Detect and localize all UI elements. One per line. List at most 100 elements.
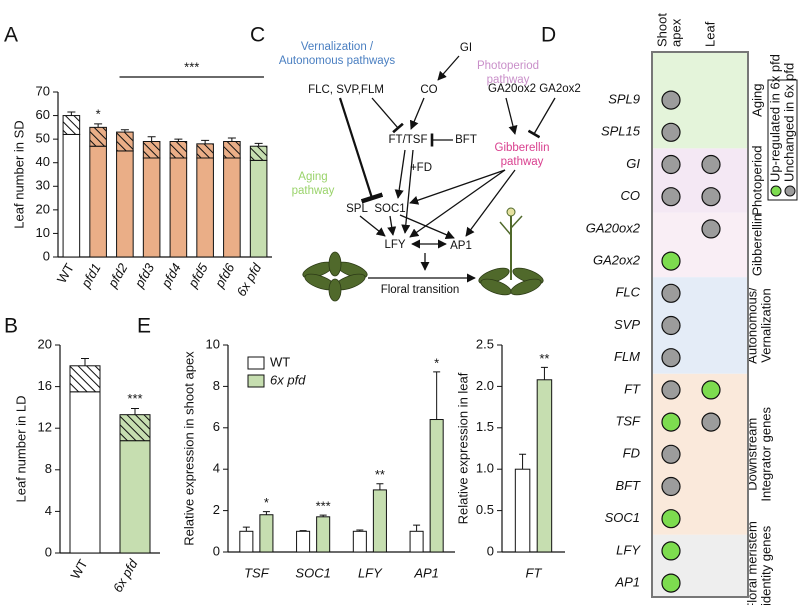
node-label: Autonomous pathways xyxy=(279,55,396,67)
error-bar xyxy=(94,123,103,128)
bar xyxy=(372,489,387,553)
node-label: GI xyxy=(460,42,472,54)
expression-dot xyxy=(661,283,681,303)
gene-label: BFT xyxy=(615,478,641,493)
node-label: pathway xyxy=(487,74,530,86)
error-bar xyxy=(67,111,76,116)
y-tick-label: 2 xyxy=(213,502,220,517)
expression-dot xyxy=(661,573,681,593)
y-tick-label: 6 xyxy=(213,419,220,434)
error-bar xyxy=(519,453,527,470)
y-axis-label: Relative expression in leaf xyxy=(455,372,470,524)
gene-label: SPL15 xyxy=(601,124,641,139)
bar-segment xyxy=(69,391,101,554)
legend-box xyxy=(767,79,798,201)
expression-dot xyxy=(701,380,721,400)
group-label: Integrator genes xyxy=(758,406,773,501)
gene-label: SOC1 xyxy=(605,510,640,525)
x-tick-label: 6x pfd xyxy=(233,260,264,299)
significance-label: *** xyxy=(127,391,142,406)
error-bar xyxy=(540,366,548,380)
bar-segment xyxy=(223,157,241,258)
legend-label: Up-regulated in 6x pfd xyxy=(767,54,782,182)
y-tick-label: 2.0 xyxy=(476,378,494,393)
expression-dot xyxy=(661,476,681,497)
bar-segment xyxy=(116,150,134,258)
expression-dot xyxy=(701,154,721,175)
error-bar xyxy=(131,407,139,415)
y-tick-label: 4 xyxy=(45,503,52,518)
gene-label: AP1 xyxy=(614,575,640,590)
error-bar xyxy=(120,129,129,133)
significance-label: ** xyxy=(539,351,549,366)
group-label: Photoperiod xyxy=(749,146,764,216)
significance-label: * xyxy=(96,106,101,121)
arrow xyxy=(505,97,518,135)
gene-label: CO xyxy=(621,188,641,203)
arrow xyxy=(409,97,425,130)
legend-label: Unchanged in 6x pfd xyxy=(781,63,796,182)
panel-letter: C xyxy=(250,24,265,47)
gene-label: GA2ox2 xyxy=(593,253,641,268)
x-tick-label: pfd5 xyxy=(185,260,212,291)
bar-segment xyxy=(62,115,81,135)
error-bar xyxy=(227,137,236,142)
bar xyxy=(316,516,331,553)
group-label: Floral meristem xyxy=(744,521,759,605)
matrix-frame xyxy=(651,51,749,598)
arrow xyxy=(465,169,516,237)
bar-segment xyxy=(119,440,151,554)
x-tick-label: pfd2 xyxy=(104,260,131,291)
gene-label: GI xyxy=(626,156,640,171)
gene-label: FLC xyxy=(615,285,640,300)
node-label: FLC, SVP,FLM xyxy=(308,84,384,96)
inhibition xyxy=(371,97,404,134)
x-tick-label: LFY xyxy=(358,565,383,580)
x-tick-label: pfd1 xyxy=(78,261,104,291)
gene-label: TSF xyxy=(615,414,641,429)
error-bar xyxy=(201,139,210,144)
node-label: SOC1 xyxy=(374,203,405,215)
significance-label: * xyxy=(264,495,269,510)
expression-dot xyxy=(661,251,681,271)
node-label: GA20ox2 xyxy=(488,83,536,95)
bar-segment xyxy=(223,141,241,159)
x-tick-label: pfd4 xyxy=(158,261,184,291)
y-tick-label: 70 xyxy=(36,83,50,98)
column-header: apex xyxy=(668,18,683,47)
panel-letter: B xyxy=(4,315,18,338)
node-label: AP1 xyxy=(450,240,472,252)
group-label: Downstream xyxy=(744,418,759,491)
error-bar xyxy=(81,358,89,366)
group-label: Aging xyxy=(749,84,764,117)
y-tick-label: 4 xyxy=(213,461,220,476)
y-tick-label: 20 xyxy=(36,201,50,216)
error-bar xyxy=(299,530,307,532)
y-tick-label: 0 xyxy=(45,544,52,559)
node-label: BFT xyxy=(455,134,477,146)
significance-label: * xyxy=(434,355,439,370)
y-axis-label: Leaf number in SD xyxy=(11,120,26,228)
column-header: Shoot xyxy=(654,13,669,47)
y-tick-label: 0 xyxy=(213,543,220,558)
x-tick-label: WT xyxy=(54,261,77,286)
x-tick-label: AP1 xyxy=(413,565,439,580)
x-tick-label: SOC1 xyxy=(295,565,330,580)
error-bar xyxy=(147,136,156,142)
bar-segment xyxy=(249,159,268,258)
panel-letter: A xyxy=(4,24,18,47)
error-bar xyxy=(319,514,327,517)
node-label: CO xyxy=(420,84,437,96)
group-label: Gibberellin xyxy=(749,214,764,276)
bar-segment xyxy=(169,157,188,258)
gene-label: FD xyxy=(623,446,640,461)
expression-dot xyxy=(661,541,681,561)
error-bar xyxy=(262,511,270,515)
expression-matrix: Aging SPL9 SPL15 Photoperiod GI CO Gibberellin… xyxy=(586,13,798,605)
y-tick-label: 12 xyxy=(38,420,52,435)
rosette-plant xyxy=(302,251,368,302)
gene-label: GA20ox2 xyxy=(586,220,641,235)
bar xyxy=(296,530,311,553)
expression-dot xyxy=(661,154,681,175)
group-label: identity genes xyxy=(758,525,773,605)
